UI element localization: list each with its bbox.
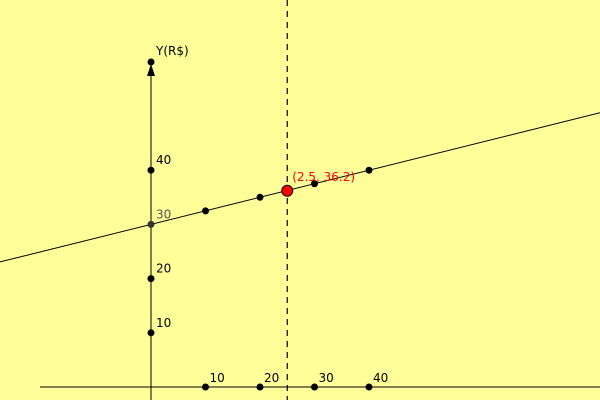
y-tick-label: 40	[156, 153, 171, 167]
x-tick-label: 30	[319, 371, 334, 385]
line-point-group	[147, 166, 373, 228]
x-tick-point[interactable]	[365, 383, 373, 391]
y-axis-arrowhead	[147, 64, 155, 76]
line-point[interactable]	[147, 220, 155, 228]
x-tick-point[interactable]	[202, 383, 209, 391]
linear-function-line[interactable]	[0, 112, 600, 263]
x-tick-label: 10	[210, 371, 225, 385]
y-tick-point[interactable]	[147, 329, 155, 337]
x-tick-point[interactable]	[256, 383, 264, 391]
line-point[interactable]	[202, 207, 209, 215]
y-tick-label: 30	[156, 207, 171, 221]
y-tick-point[interactable]	[147, 275, 155, 283]
x-tick-label: 20	[264, 371, 279, 385]
y-tick-point[interactable]	[147, 166, 155, 174]
line-point[interactable]	[256, 193, 264, 201]
x-tick-label: 40	[373, 371, 388, 385]
y-tick-group: 10 20 30 40	[147, 153, 171, 337]
y-axis-end-point[interactable]	[147, 58, 155, 66]
line-point[interactable]	[365, 166, 373, 174]
line-point[interactable]	[311, 180, 318, 188]
y-tick-label: 10	[156, 316, 171, 330]
y-axis-label: Y(R$)	[155, 44, 189, 58]
x-tick-group: 10 20 30 40	[202, 371, 388, 391]
y-tick-label: 20	[156, 262, 171, 276]
highlighted-point-label: (2.5, 36.2)	[292, 170, 355, 184]
highlighted-point[interactable]	[281, 184, 294, 197]
x-tick-point[interactable]	[311, 383, 318, 391]
